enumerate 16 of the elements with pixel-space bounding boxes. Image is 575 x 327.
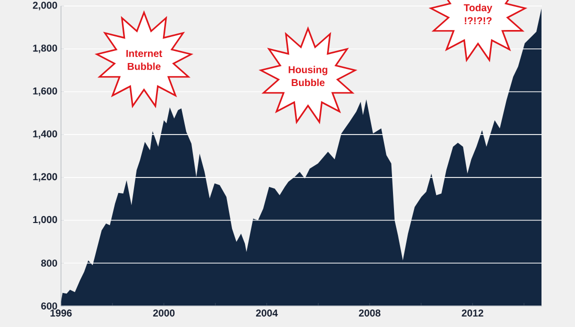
y-tick-label: 1,200 bbox=[33, 173, 58, 182]
annotation: Internet Bubble bbox=[126, 50, 162, 70]
x-tick-label: 2000 bbox=[153, 310, 175, 317]
x-tick-label: 2012 bbox=[462, 310, 484, 317]
x-tick-label: 1996 bbox=[50, 310, 72, 317]
y-tick-label: 1,600 bbox=[33, 87, 58, 96]
y-tick-label: 1,800 bbox=[33, 44, 58, 54]
x-tick-label: 2004 bbox=[256, 310, 278, 317]
y-tick-label: 1,400 bbox=[33, 130, 58, 139]
x-tick-label: 2008 bbox=[358, 310, 380, 317]
y-tick-label: 800 bbox=[41, 260, 58, 267]
y-tick-label: 2,000 bbox=[32, 2, 58, 10]
y-tick-label: 600 bbox=[41, 302, 58, 310]
annotation: Housing Bubble bbox=[288, 66, 328, 86]
y-tick-label: 1,000 bbox=[33, 216, 58, 225]
annotation: Today !?!?!? bbox=[464, 4, 492, 24]
